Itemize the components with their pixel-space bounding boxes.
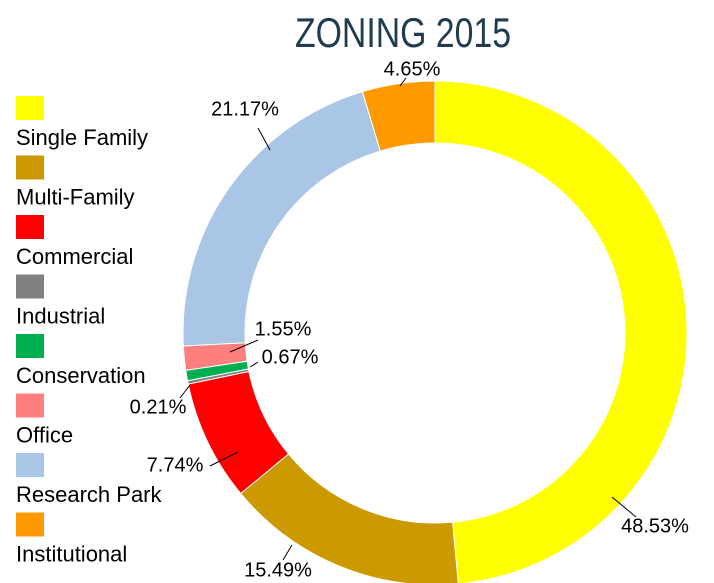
- legend-swatch: [16, 334, 44, 358]
- leader-line: [179, 384, 191, 399]
- donut-segment: [182, 91, 381, 347]
- leader-line: [282, 544, 293, 561]
- donut-segment: [434, 80, 688, 583]
- legend-swatch: [16, 215, 44, 239]
- leader-line: [611, 496, 637, 518]
- legend-swatch: [16, 274, 44, 299]
- data-label: 0.67%: [262, 346, 319, 368]
- leader-line: [229, 339, 259, 353]
- legend-swatch: [16, 155, 44, 180]
- chart-title: ZONING 2015: [295, 9, 511, 56]
- data-label: 15.49%: [244, 559, 312, 581]
- donut-segment: [361, 80, 436, 152]
- leader-line: [249, 361, 259, 368]
- legend-label: Institutional: [16, 541, 127, 566]
- legend-label: Commercial: [16, 244, 133, 269]
- data-label: 7.74%: [147, 454, 204, 476]
- legend-swatch: [16, 512, 44, 537]
- legend-label: Research Park: [16, 482, 163, 507]
- legend-swatch: [16, 453, 44, 477]
- data-label: 0.21%: [130, 396, 187, 418]
- legend-swatch: [16, 96, 44, 120]
- legend-label: Conservation: [16, 363, 146, 388]
- leader-line: [209, 451, 239, 467]
- data-label: 4.65%: [384, 58, 441, 80]
- leader-line: [399, 77, 407, 87]
- data-label: 21.17%: [211, 98, 279, 120]
- legend-label: Single Family: [16, 125, 148, 150]
- data-label: 1.55%: [255, 318, 312, 340]
- legend-label: Office: [16, 422, 73, 447]
- legend-label: Industrial: [16, 303, 105, 328]
- data-label: 48.53%: [621, 515, 689, 537]
- leader-line: [257, 127, 271, 151]
- legend-label: Multi-Family: [16, 184, 135, 209]
- legend-swatch: [16, 393, 44, 418]
